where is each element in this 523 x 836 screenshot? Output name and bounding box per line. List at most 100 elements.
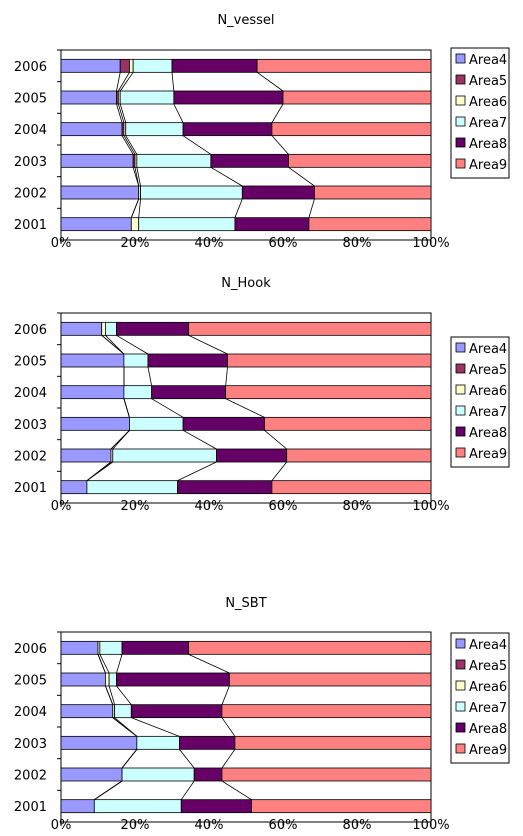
series-line <box>288 167 315 187</box>
legend-swatch-area6 <box>455 680 466 691</box>
bar-area8-2005 <box>147 353 228 368</box>
bar-area6-2006 <box>129 58 134 73</box>
legend-label-area4: Area4 <box>469 638 507 653</box>
bar-area7-2001 <box>86 480 178 495</box>
bar-area9-2001 <box>308 217 432 232</box>
x-tick-label: 20% <box>121 818 150 833</box>
bar-area9-2003 <box>264 416 432 431</box>
bar-area9-2005 <box>227 353 432 368</box>
y-category-label: 2006 <box>14 60 47 75</box>
bar-area6-2001 <box>130 217 140 232</box>
x-tick-label: 60% <box>269 499 298 514</box>
y-category-label: 2002 <box>14 450 47 465</box>
series-line <box>182 135 212 155</box>
legend-label-area5: Area5 <box>469 74 507 89</box>
x-tick-label: 0% <box>51 818 72 833</box>
chart-0: N_vessel 0% 20% 40% 60% 80% 100% 2006 2005 2004 20… <box>14 13 510 251</box>
series-line <box>264 430 287 450</box>
series-line <box>99 654 110 674</box>
x-tick-label: 80% <box>343 499 372 514</box>
legend-frame <box>450 336 510 468</box>
bar-area6-2005 <box>105 672 110 687</box>
legend-label-area9: Area9 <box>469 158 507 173</box>
legend-label-area9: Area9 <box>469 743 507 758</box>
bar-area7-2005 <box>119 90 175 105</box>
series-line <box>234 198 243 218</box>
bar-area4-2003 <box>60 416 130 431</box>
legend-label-area5: Area5 <box>469 659 507 674</box>
legend-label-area7: Area7 <box>469 116 507 131</box>
x-tick-label: 40% <box>195 236 224 251</box>
x-tick-label: 100% <box>412 818 449 833</box>
y-category-label: 2006 <box>14 642 47 657</box>
series-line <box>271 461 288 481</box>
bar-area9-2006 <box>188 321 432 336</box>
bar-area7-2002 <box>112 448 217 463</box>
y-category-label: 2001 <box>14 800 47 815</box>
bar-area4-2004 <box>60 704 114 719</box>
legend-label-area6: Area6 <box>469 95 507 110</box>
bar-area7-2002 <box>121 767 195 782</box>
legend: Area4 Area5 Area6 Area7 Area8 Area9 <box>450 47 510 179</box>
series-line <box>119 72 134 92</box>
bar-area4-2001 <box>60 480 88 495</box>
bar-area4-2005 <box>60 90 117 105</box>
series-line <box>188 334 228 355</box>
series-line <box>134 167 140 187</box>
series-line <box>221 749 236 769</box>
legend-label-area4: Area4 <box>469 342 507 357</box>
series-line <box>221 685 230 705</box>
bar-area4-2005 <box>60 353 125 368</box>
bar-area9-2006 <box>256 58 432 73</box>
bar-area8-2004 <box>151 385 227 400</box>
series-line <box>108 685 116 705</box>
bar-area7-2005 <box>123 353 149 368</box>
series-line <box>121 749 138 769</box>
series-line <box>121 135 134 155</box>
series-line <box>117 103 125 123</box>
legend-swatch-area5 <box>455 74 466 85</box>
bar-area4-2006 <box>60 321 103 336</box>
bar-area7-2003 <box>136 153 212 168</box>
series-line <box>256 72 284 92</box>
series-line <box>180 780 195 800</box>
bar-area4-2002 <box>60 767 123 782</box>
plot-area <box>60 49 432 241</box>
bar-area8-2002 <box>215 448 288 463</box>
bar-area8-2003 <box>210 153 289 168</box>
y-category-label: 2001 <box>14 218 47 233</box>
x-tick-label: 100% <box>412 236 449 251</box>
bar-area4-2006 <box>60 640 99 655</box>
chart-2: N_SBT 0% 20% 40% 60% 80% 100% 2006 2005 2004 2003 2… <box>14 596 510 833</box>
legend-label-area4: Area4 <box>469 53 507 68</box>
series-line <box>116 103 123 123</box>
legend-swatch-area5 <box>455 363 466 374</box>
bar-area9-2001 <box>271 480 432 495</box>
series-line <box>138 198 141 218</box>
legend-label-area5: Area5 <box>469 363 507 378</box>
y-category-label: 2002 <box>14 769 47 784</box>
bar-area8-2006 <box>116 321 190 336</box>
bar-area8-2004 <box>130 704 223 719</box>
x-tick-label: 80% <box>343 236 372 251</box>
x-tick-label: 40% <box>195 818 224 833</box>
x-tick-label: 60% <box>269 236 298 251</box>
bar-area7-2006 <box>99 640 123 655</box>
series-line <box>114 717 138 737</box>
bar-area9-2006 <box>188 640 432 655</box>
bar-area7-2001 <box>138 217 236 232</box>
y-category-label: 2006 <box>14 323 47 338</box>
legend-swatch-area7 <box>455 405 466 416</box>
legend-swatch-area8 <box>455 722 466 733</box>
bar-area4-2002 <box>60 448 112 463</box>
x-tick-label: 60% <box>269 818 298 833</box>
bar-area4-2004 <box>60 385 125 400</box>
bar-area9-2001 <box>251 799 432 814</box>
legend-swatch-area7 <box>455 701 466 712</box>
series-line <box>182 429 217 450</box>
bar-area9-2002 <box>286 448 432 463</box>
bar-area7-2002 <box>140 185 243 200</box>
bar-area7-2004 <box>114 704 132 719</box>
y-category-label: 2005 <box>14 355 47 370</box>
series-line <box>97 654 106 674</box>
